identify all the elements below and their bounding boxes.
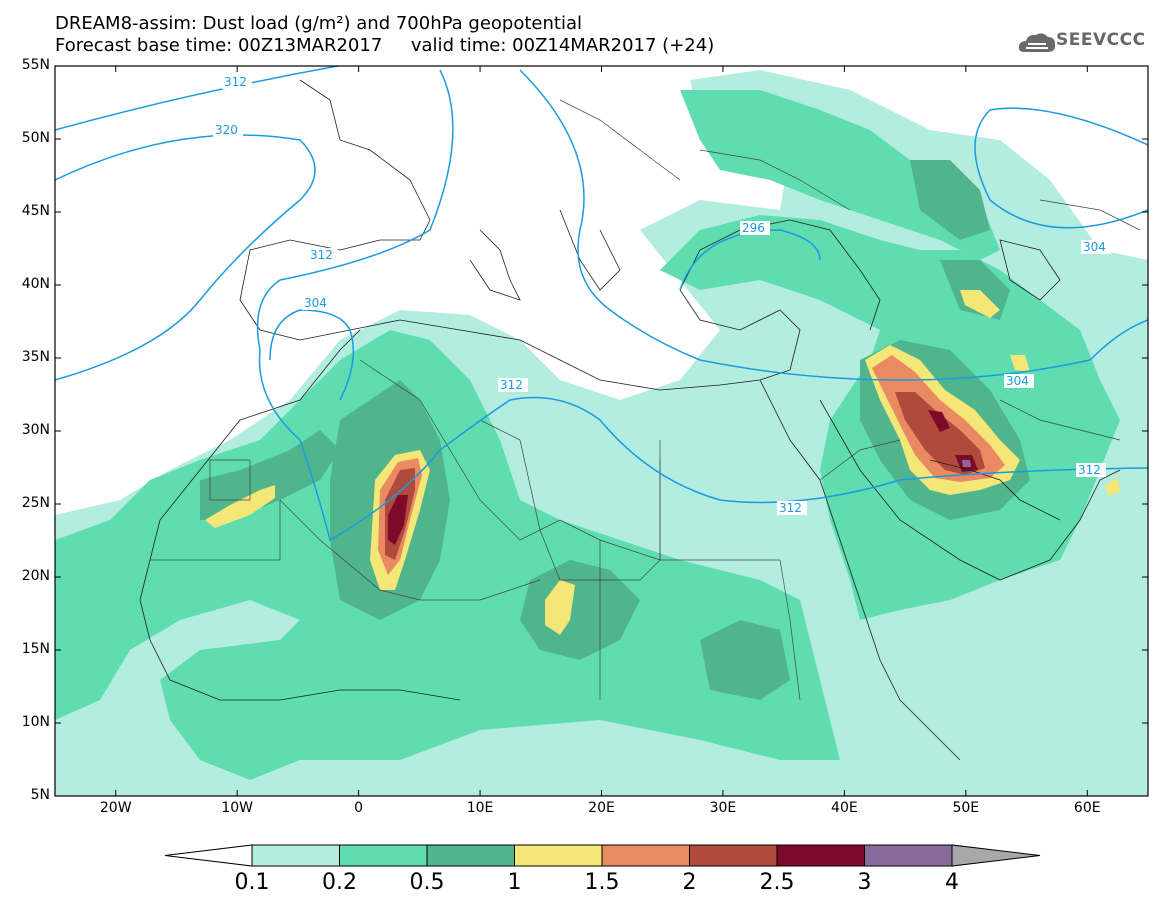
colorbar-box xyxy=(426,844,515,867)
contour-label: 304 xyxy=(1083,240,1106,254)
colorbar-box xyxy=(339,844,428,867)
lon-label: 10W xyxy=(221,800,253,816)
lon-label: 50E xyxy=(952,800,980,816)
lat-label: 40N xyxy=(21,276,50,292)
colorbar-max-arrow xyxy=(951,844,1041,867)
colorbar-box xyxy=(601,844,690,867)
contour-label: 312 xyxy=(779,501,802,515)
geopotential-contours xyxy=(55,66,1148,542)
dust-shading xyxy=(55,70,1148,796)
lon-label: 20W xyxy=(99,800,132,816)
contour-label: 312 xyxy=(310,248,333,262)
colorbar-label: 1 xyxy=(507,870,522,895)
colorbar-label: 3 xyxy=(857,870,872,895)
contour-label: 304 xyxy=(304,296,327,310)
lat-label: 15N xyxy=(21,641,50,657)
colorbar-label: 1.5 xyxy=(584,870,620,895)
colorbar-box xyxy=(514,844,603,867)
lat-label: 45N xyxy=(21,203,50,219)
contour-label: 304 xyxy=(1006,374,1029,388)
lon-label: 20E xyxy=(588,800,615,816)
axis-ticks xyxy=(55,65,1148,797)
colorbar-label: 2 xyxy=(682,870,697,895)
logo-text: SEEVCCC xyxy=(1056,30,1146,50)
lat-label: 35N xyxy=(21,349,50,365)
lon-label: 0 xyxy=(354,800,364,816)
lon-label: 40E xyxy=(831,800,858,816)
country-borders xyxy=(150,99,1141,701)
colorbar-label: 4 xyxy=(945,870,959,895)
cloud-logo-icon xyxy=(1018,33,1056,52)
lat-label: 25N xyxy=(21,495,50,511)
lon-label: 30E xyxy=(709,800,737,816)
map-title: DREAM8-assim: Dust load (g/m²) and 700hP… xyxy=(55,13,582,34)
lon-label: 10E xyxy=(466,800,494,816)
contour-label: 312 xyxy=(1078,463,1101,477)
colorbar-box xyxy=(776,844,865,867)
lat-label: 50N xyxy=(21,130,50,146)
lat-label: 5N xyxy=(30,787,50,803)
contour-labels: 312 320 312 304 312 312 296 304 312 304 xyxy=(213,75,1111,515)
contour-label: 312 xyxy=(224,75,247,89)
colorbar-label: 2.5 xyxy=(759,870,795,895)
colorbar-min-arrow xyxy=(164,844,253,867)
colorbar-box xyxy=(251,844,340,867)
colorbar-label: 0.5 xyxy=(409,870,445,895)
forecast-time: Forecast base time: 00Z13MAR2017 valid t… xyxy=(55,35,715,56)
lat-label: 55N xyxy=(21,57,50,73)
contour-label: 312 xyxy=(500,378,523,392)
lat-label: 10N xyxy=(21,714,50,730)
colorbar-label: 0.2 xyxy=(322,870,357,895)
contour-label: 296 xyxy=(742,221,765,235)
colorbar-box xyxy=(689,844,778,867)
lat-label: 30N xyxy=(21,422,50,438)
colorbar-box xyxy=(864,844,953,867)
contour-label: 320 xyxy=(215,123,238,137)
lon-label: 60E xyxy=(1073,800,1101,816)
lat-label: 20N xyxy=(21,568,50,584)
colorbar-label: 0.1 xyxy=(234,870,270,895)
